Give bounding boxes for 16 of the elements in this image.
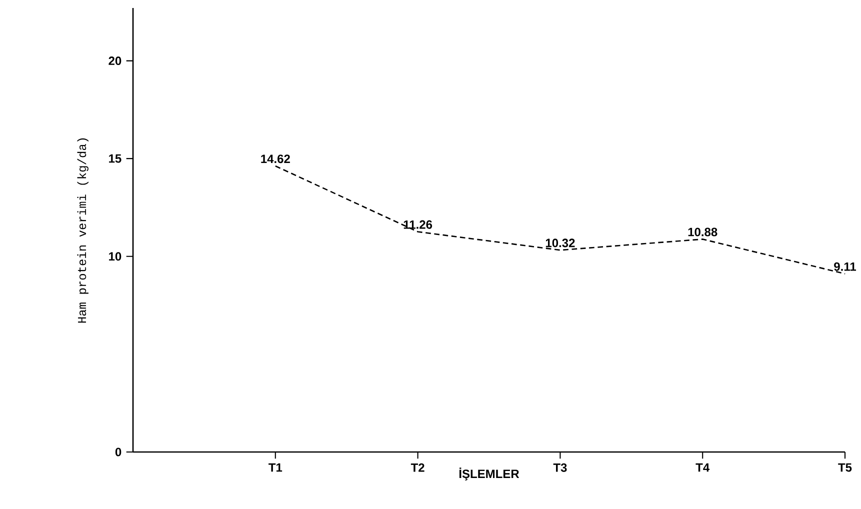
y-tick-label: 0 — [115, 448, 122, 456]
data-label: 10.32 — [546, 238, 575, 248]
x-axis-title: İŞLEMLER — [459, 468, 520, 480]
y-tick-label: 15 — [109, 154, 122, 163]
x-tick-label: T1 — [268, 463, 282, 472]
x-tick-label: T4 — [696, 463, 710, 472]
data-label: 11.26 — [404, 220, 432, 229]
y-tick-label: 20 — [108, 56, 122, 66]
data-label: 9.11 — [834, 262, 856, 271]
data-label: 10.88 — [688, 228, 718, 236]
y-axis-title: Ham protein verimi (kg/da) — [77, 138, 88, 323]
y-tick-label: 10 — [109, 252, 122, 261]
x-tick-label: T3 — [553, 463, 567, 472]
data-label: 14.62 — [261, 154, 290, 164]
x-tick-label: T5 — [838, 463, 852, 472]
x-tick-label: T2 — [410, 463, 424, 472]
